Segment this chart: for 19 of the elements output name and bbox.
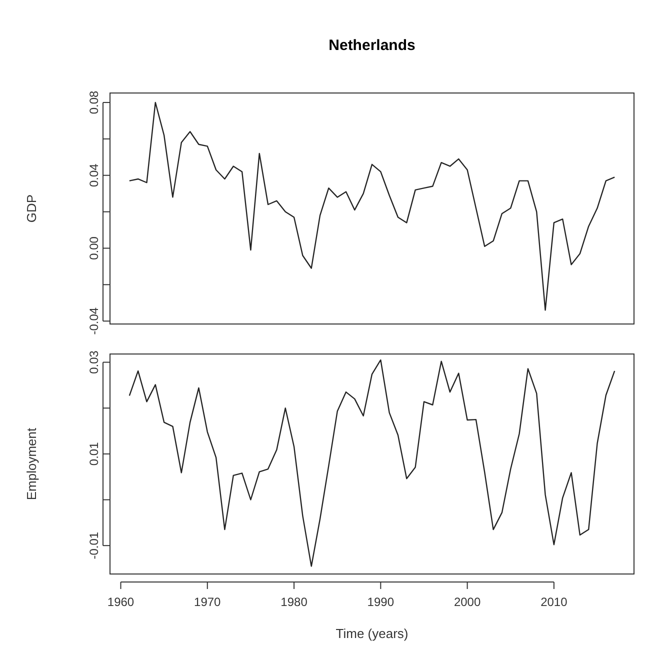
y-tick-label: 0.01: [87, 442, 101, 466]
x-tick-label: 2010: [540, 595, 568, 609]
line-series: [128, 102, 616, 311]
y-tick-label: 0.03: [87, 350, 101, 374]
x-tick-label: 1960: [107, 595, 134, 609]
y-tick-label: 0.04: [87, 163, 101, 188]
x-tick-label: 1970: [194, 595, 222, 609]
x-tick-label: 1980: [280, 595, 308, 609]
x-tick-label: 2000: [454, 595, 481, 609]
y-tick-label: 0.08: [87, 90, 101, 114]
line-series: [128, 359, 616, 567]
x-tick-label: 1990: [367, 595, 394, 609]
y-axis-title: GDP: [24, 194, 39, 223]
chart-title: Netherlands: [328, 37, 416, 54]
y-axis-title: Employment: [24, 427, 39, 500]
x-axis-title: Time (years): [336, 626, 408, 641]
y-tick-label: 0.00: [87, 236, 101, 260]
y-tick-label: -0.04: [87, 307, 101, 335]
y-tick-label: -0.01: [87, 532, 101, 560]
